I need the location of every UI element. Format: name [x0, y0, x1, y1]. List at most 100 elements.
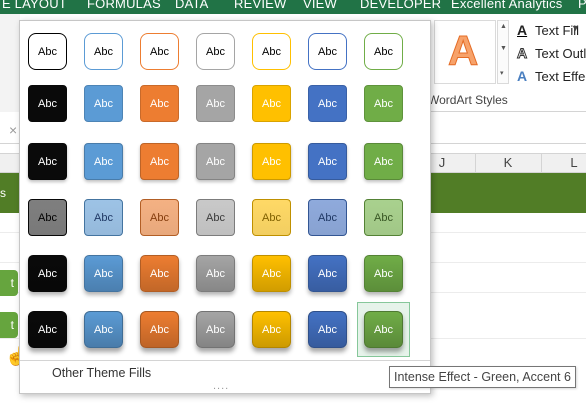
style-tile-subtle-black[interactable]: Abc: [28, 143, 67, 180]
style-tile-subtle-orange[interactable]: Abc: [140, 143, 179, 180]
style-tile-label: Abc: [38, 45, 57, 58]
style-tile-gradient-blue[interactable]: Abc: [84, 255, 123, 292]
scroll-down-icon[interactable]: ▼: [500, 45, 507, 52]
style-tile-gradient-gray[interactable]: Abc: [196, 255, 235, 292]
style-tile-gradient-green[interactable]: Abc: [364, 255, 403, 292]
style-tile-outline-gold[interactable]: Abc: [252, 33, 291, 70]
chevron-down-icon[interactable]: ▼: [571, 23, 580, 33]
style-tile-light-orange[interactable]: Abc: [140, 199, 179, 236]
gallery-divider: [20, 360, 430, 361]
style-tile-light-dark-blue[interactable]: Abc: [308, 199, 347, 236]
tab-data[interactable]: DATA: [175, 0, 209, 11]
style-tile-light-black[interactable]: Abc: [28, 199, 67, 236]
style-tile-label: Abc: [318, 211, 337, 224]
style-tile-intense-blue[interactable]: Abc: [84, 311, 123, 348]
tab-page-layout[interactable]: E LAYOUT: [2, 0, 67, 11]
style-tile-gradient-gold[interactable]: Abc: [252, 255, 291, 292]
text-outline-button[interactable]: A Text Outli: [517, 45, 586, 63]
style-tile-fill-black[interactable]: Abc: [28, 85, 67, 122]
style-tile-intense-orange[interactable]: Abc: [140, 311, 179, 348]
style-tile-label: Abc: [206, 155, 225, 168]
style-tile-label: Abc: [206, 267, 225, 280]
style-tile-outline-dark-blue[interactable]: Abc: [308, 33, 347, 70]
style-tile-intense-green[interactable]: Abc: [364, 311, 403, 348]
style-tile-fill-green[interactable]: Abc: [364, 85, 403, 122]
sheet-shape-button[interactable]: t: [0, 270, 18, 296]
other-theme-fills-menu-item[interactable]: Other Theme Fills: [52, 366, 151, 380]
text-effects-icon: A: [517, 68, 528, 84]
style-tile-fill-gray[interactable]: Abc: [196, 85, 235, 122]
tab-formulas[interactable]: FORMULAS: [87, 0, 161, 11]
style-tile-gradient-orange[interactable]: Abc: [140, 255, 179, 292]
more-styles-icon[interactable]: ▾: [500, 70, 504, 77]
tab-developer[interactable]: DEVELOPER: [360, 0, 442, 11]
ribbon-left-edge: [0, 14, 20, 112]
style-tile-label: Abc: [94, 97, 113, 110]
style-tile-subtle-blue[interactable]: Abc: [84, 143, 123, 180]
style-tile-label: Abc: [94, 267, 113, 280]
column-header-l[interactable]: L: [570, 155, 578, 170]
style-tile-label: Abc: [318, 97, 337, 110]
style-tile-intense-gray[interactable]: Abc: [196, 311, 235, 348]
style-tile-gradient-dark-blue[interactable]: Abc: [308, 255, 347, 292]
text-effects-label: Text Effec: [535, 69, 586, 84]
style-tile-subtle-green[interactable]: Abc: [364, 143, 403, 180]
column-header-k[interactable]: K: [503, 155, 513, 170]
style-tile-outline-blue[interactable]: Abc: [84, 33, 123, 70]
style-tile-fill-blue[interactable]: Abc: [84, 85, 123, 122]
style-tile-label: Abc: [150, 45, 169, 58]
style-tile-intense-dark-blue[interactable]: Abc: [308, 311, 347, 348]
style-tile-label: Abc: [262, 97, 281, 110]
sheet-shape-button[interactable]: t: [0, 312, 18, 338]
tab-review[interactable]: REVIEW: [234, 0, 287, 11]
style-tile-light-blue[interactable]: Abc: [84, 199, 123, 236]
resize-grip-icon[interactable]: ....: [213, 380, 230, 392]
style-tile-light-gold[interactable]: Abc: [252, 199, 291, 236]
tab-partial[interactable]: P: [578, 0, 586, 11]
tab-excellent-analytics[interactable]: Excellent Analytics: [451, 0, 563, 11]
text-outline-icon: A: [517, 45, 528, 62]
style-tile-label: Abc: [150, 267, 169, 280]
style-tile-fill-gold[interactable]: Abc: [252, 85, 291, 122]
style-tile-subtle-dark-blue[interactable]: Abc: [308, 143, 347, 180]
style-tile-label: Abc: [206, 323, 225, 336]
style-tile-label: Abc: [262, 45, 281, 58]
style-tile-light-green[interactable]: Abc: [364, 199, 403, 236]
style-tile-label: Abc: [150, 323, 169, 336]
style-tile-outline-black[interactable]: Abc: [28, 33, 67, 70]
text-outline-label: Text Outli: [535, 46, 586, 61]
cancel-icon[interactable]: ×: [9, 122, 18, 138]
style-tile-intense-black[interactable]: Abc: [28, 311, 67, 348]
style-tile-label: Abc: [262, 155, 281, 168]
style-tile-outline-orange[interactable]: Abc: [140, 33, 179, 70]
tab-view[interactable]: VIEW: [303, 0, 338, 11]
column-header-j[interactable]: J: [438, 155, 446, 170]
text-fill-button[interactable]: A Text Fill: [517, 22, 579, 40]
style-tile-fill-dark-blue[interactable]: Abc: [308, 85, 347, 122]
style-tile-label: Abc: [94, 45, 113, 58]
style-tile-outline-green[interactable]: Abc: [364, 33, 403, 70]
style-tile-label: Abc: [374, 97, 393, 110]
text-effects-button[interactable]: A Text Effec: [517, 68, 586, 86]
style-tile-subtle-gray[interactable]: Abc: [196, 143, 235, 180]
scroll-up-icon[interactable]: ▲: [500, 23, 507, 30]
style-tile-gradient-black[interactable]: Abc: [28, 255, 67, 292]
text-fill-icon: A: [517, 22, 528, 38]
style-tile-label: Abc: [374, 155, 393, 168]
wordart-gallery-scroll[interactable]: ▲ ▼ ▾: [497, 20, 509, 84]
style-tile-label: Abc: [94, 211, 113, 224]
style-tooltip: Intense Effect - Green, Accent 6: [389, 366, 576, 388]
style-tile-intense-gold[interactable]: Abc: [252, 311, 291, 348]
style-tile-label: Abc: [262, 267, 281, 280]
style-tile-label: Abc: [94, 155, 113, 168]
style-tile-label: Abc: [150, 211, 169, 224]
style-tile-label: Abc: [150, 155, 169, 168]
style-tile-fill-orange[interactable]: Abc: [140, 85, 179, 122]
wordart-styles-label: WordArt Styles: [428, 93, 508, 107]
wordart-quick-style[interactable]: [434, 20, 496, 84]
style-tile-subtle-gold[interactable]: Abc: [252, 143, 291, 180]
style-tile-outline-gray[interactable]: Abc: [196, 33, 235, 70]
style-tile-light-gray[interactable]: Abc: [196, 199, 235, 236]
style-tile-label: Abc: [318, 45, 337, 58]
